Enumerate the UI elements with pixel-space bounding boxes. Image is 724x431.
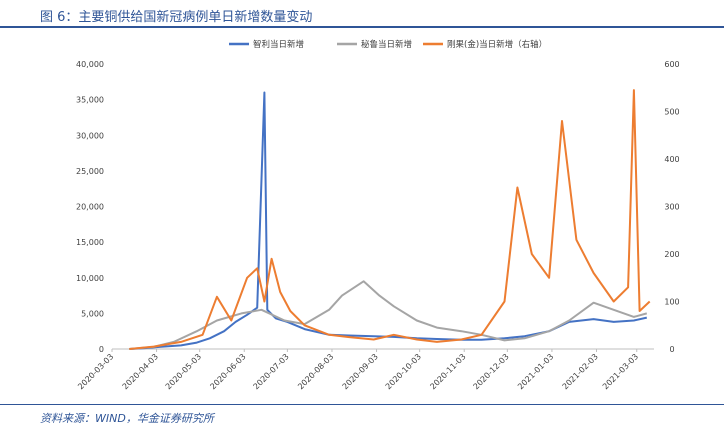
y-right-tick-label: 600 (664, 60, 679, 69)
y-right-tick-label: 400 (664, 155, 679, 164)
series-line-0 (129, 91, 648, 350)
legend-label-2: 刚果(金)当日新增（右轴） (447, 39, 547, 50)
y-left-tick-label: 40,000 (76, 60, 104, 69)
x-tick-label: 2020-04-03 (121, 352, 160, 391)
x-tick-label: 2021-02-03 (561, 352, 600, 391)
legend-label-1: 秘鲁当日新增 (361, 39, 412, 50)
y-left-tick-label: 35,000 (76, 96, 104, 105)
x-tick-label: 2021-03-03 (601, 352, 640, 391)
source-note: 资料来源：WIND，华金证券研究所 (40, 412, 214, 425)
legend-label-0: 智利当日新增 (253, 39, 304, 50)
x-tick-label: 2020-06-03 (208, 352, 247, 391)
x-tick-label: 2020-10-03 (384, 352, 423, 391)
y-left-tick-label: 20,000 (76, 203, 104, 212)
y-left-tick-label: 0 (99, 345, 104, 354)
x-tick-label: 2020-07-03 (252, 352, 291, 391)
x-tick-label: 2020-09-03 (341, 352, 380, 391)
x-tick-label: 2021-01-03 (516, 352, 555, 391)
y-right-tick-label: 0 (669, 345, 674, 354)
y-left-tick-label: 10,000 (76, 274, 104, 283)
y-right-tick-label: 500 (664, 108, 679, 117)
y-left-tick-label: 25,000 (76, 167, 104, 176)
y-left-tick-label: 15,000 (76, 238, 104, 247)
x-tick-label: 2020-05-03 (164, 352, 203, 391)
series-line-2 (129, 89, 651, 350)
series-line-1 (129, 280, 648, 350)
x-tick-label: 2020-03-03 (76, 352, 115, 391)
title-bar (0, 0, 724, 28)
y-left-tick-label: 5,000 (81, 309, 104, 318)
y-left-tick-label: 30,000 (76, 131, 104, 140)
chart: 0 5,000 10,000 15,000 20,000 25,000 30,000 35,0… (76, 39, 680, 391)
source-divider (0, 404, 724, 405)
x-tick-label: 2020-12-03 (472, 352, 511, 391)
figure-title: 图 6：主要铜供给国新冠病例单日新增数量变动 (40, 10, 313, 25)
y-right-tick-label: 300 (664, 203, 679, 212)
y-right-tick-label: 200 (664, 250, 679, 259)
x-tick-label: 2020-08-03 (296, 352, 335, 391)
x-tick-label: 2020-11-03 (428, 352, 467, 391)
y-right-tick-label: 100 (664, 298, 679, 307)
